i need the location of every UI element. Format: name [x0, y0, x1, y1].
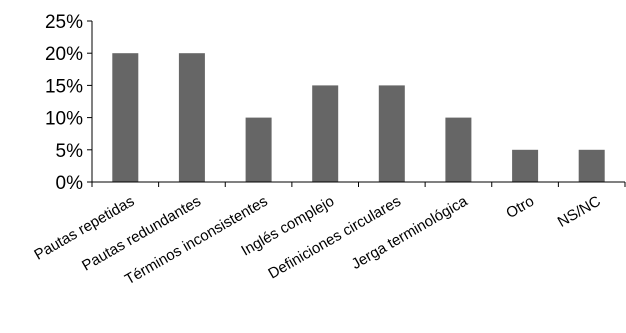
bar	[112, 53, 139, 183]
bar	[378, 85, 405, 182]
y-tick-label: 20%	[45, 44, 83, 65]
x-category-label: NS/NC	[555, 193, 604, 231]
y-tick-label: 25%	[45, 12, 83, 33]
bar	[578, 149, 605, 182]
y-axis-ticks: 0% 5% 10% 15% 20% 25%	[45, 12, 92, 194]
x-category-label: Otro	[503, 193, 537, 222]
bar	[245, 117, 272, 182]
y-tick-label: 10%	[45, 109, 83, 130]
bar	[445, 117, 472, 182]
y-tick-label: 15%	[45, 76, 83, 97]
bar	[512, 149, 539, 182]
y-tick-label: 0%	[56, 173, 84, 194]
bars-group	[112, 53, 605, 183]
x-category-label: Jerga terminológica	[349, 192, 471, 273]
bar	[312, 85, 339, 182]
bar	[178, 53, 205, 183]
y-tick-label: 5%	[56, 141, 84, 162]
